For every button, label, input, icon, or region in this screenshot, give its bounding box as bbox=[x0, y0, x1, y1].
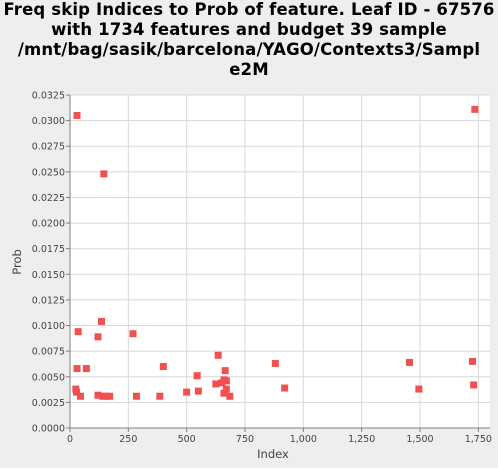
y-tick-label-3: 0.0075 bbox=[32, 347, 65, 358]
y-tick-label-13: 0.0325 bbox=[32, 91, 65, 102]
y-tick-label-6: 0.0150 bbox=[32, 270, 65, 281]
x-tick-label-3: 750 bbox=[236, 434, 254, 445]
x-tick-label-1: 250 bbox=[119, 434, 137, 445]
y-tick-label-11: 0.0275 bbox=[32, 142, 65, 153]
data-point-20 bbox=[281, 384, 289, 392]
data-point-11 bbox=[271, 359, 279, 367]
chart-title: Freq skip Indices to Prob of feature. Le… bbox=[0, 0, 498, 80]
data-point-4 bbox=[74, 328, 82, 336]
y-tick-label-7: 0.0175 bbox=[32, 244, 65, 255]
y-tick-label-1: 0.0025 bbox=[32, 398, 65, 409]
data-point-34 bbox=[220, 389, 228, 397]
data-point-32 bbox=[183, 388, 191, 396]
data-point-6 bbox=[129, 330, 137, 338]
y-tick-label-12: 0.0300 bbox=[32, 116, 65, 127]
x-tick-label-6: 1,500 bbox=[406, 434, 433, 445]
data-point-25 bbox=[77, 392, 84, 400]
data-point-7 bbox=[73, 365, 81, 373]
data-point-8 bbox=[82, 365, 90, 373]
axes bbox=[66, 94, 490, 432]
data-point-10 bbox=[214, 351, 222, 359]
data-point-18 bbox=[212, 380, 220, 388]
data-point-30 bbox=[133, 392, 140, 400]
y-tick-label-0: 0.0000 bbox=[32, 424, 65, 435]
data-point-9 bbox=[159, 363, 167, 371]
y-tick-label-8: 0.0200 bbox=[32, 219, 65, 230]
y-tick-label-10: 0.0250 bbox=[32, 167, 65, 178]
data-point-33 bbox=[194, 387, 202, 395]
y-tick-label-9: 0.0225 bbox=[32, 193, 65, 204]
data-point-24 bbox=[73, 388, 81, 396]
data-point-0 bbox=[73, 111, 81, 119]
data-point-2 bbox=[100, 170, 108, 178]
data-point-5 bbox=[94, 333, 102, 341]
data-point-31 bbox=[156, 392, 164, 400]
data-point-17 bbox=[222, 377, 230, 385]
data-point-21 bbox=[415, 385, 423, 393]
x-axis-label: Index bbox=[257, 447, 289, 461]
tick-labels: 0 250 500 750 1,000 1,250 1,500 1,750 0.0000 0.00… bbox=[32, 91, 492, 446]
data-point-1 bbox=[471, 105, 479, 113]
x-tick-label-0: 0 bbox=[67, 434, 73, 445]
x-tick-label-5: 1,250 bbox=[348, 434, 375, 445]
data-point-26 bbox=[94, 391, 102, 399]
data-point-3 bbox=[98, 317, 105, 325]
plot-area bbox=[70, 95, 490, 428]
title-line-3: /mnt/bag/sasik/barcelona/YAGO/Contexts3/… bbox=[17, 40, 481, 59]
data-point-35 bbox=[222, 385, 230, 393]
title-line-1: Freq skip Indices to Prob of feature. Le… bbox=[3, 0, 495, 19]
grid-lines bbox=[70, 94, 490, 428]
data-point-13 bbox=[469, 357, 476, 365]
x-tick-label-2: 500 bbox=[178, 434, 196, 445]
y-tick-label-2: 0.0050 bbox=[32, 372, 65, 383]
data-point-14 bbox=[221, 367, 229, 375]
data-point-19 bbox=[218, 379, 226, 387]
y-tick-label-5: 0.0125 bbox=[32, 295, 65, 306]
title-line-2: with 1734 features and budget 39 sample bbox=[51, 20, 447, 39]
data-point-22 bbox=[470, 381, 478, 389]
data-point-12 bbox=[406, 358, 413, 366]
data-points bbox=[72, 105, 479, 400]
data-point-15 bbox=[193, 372, 201, 380]
data-point-36 bbox=[226, 392, 234, 400]
title-line-4: e2M bbox=[229, 60, 269, 79]
x-tick-label-7: 1,750 bbox=[465, 434, 492, 445]
y-axis-label: Prob bbox=[10, 249, 24, 275]
data-point-29 bbox=[106, 392, 114, 400]
x-tick-label-4: 1,000 bbox=[290, 434, 317, 445]
y-tick-label-4: 0.0100 bbox=[32, 321, 65, 332]
